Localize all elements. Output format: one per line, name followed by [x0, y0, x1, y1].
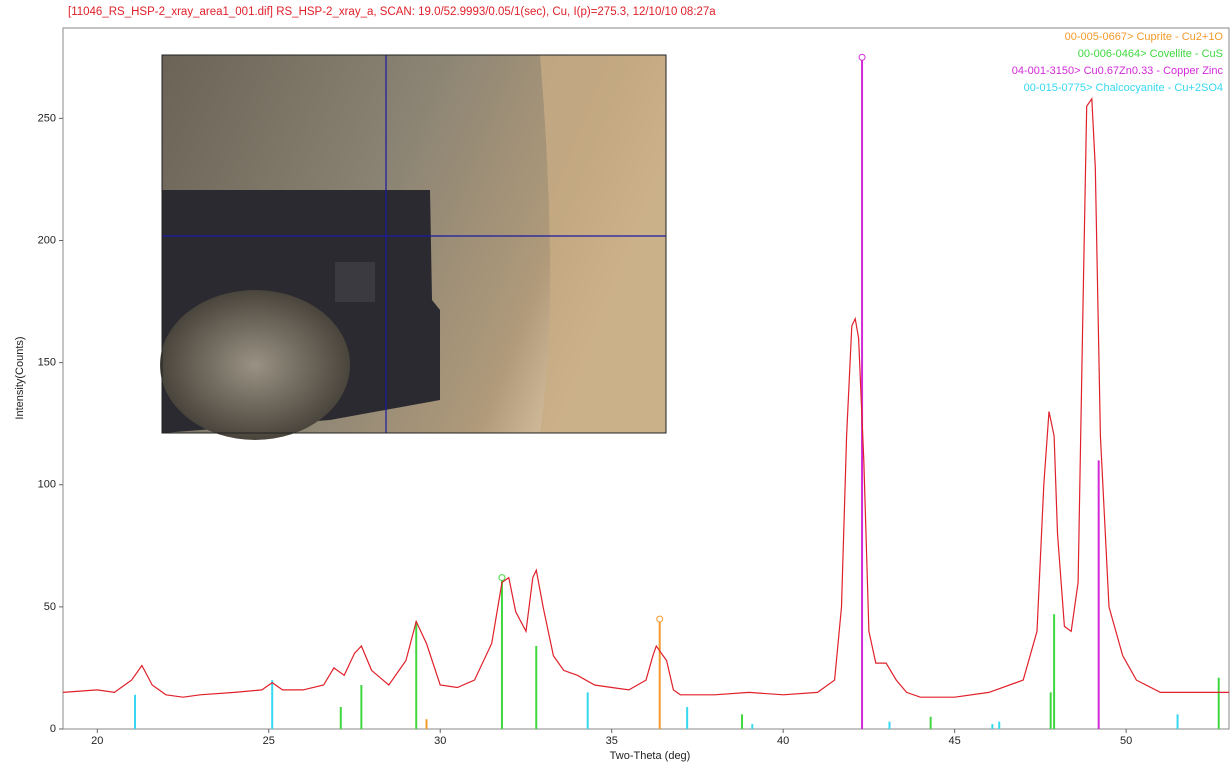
x-tick-label: 50 [1120, 735, 1132, 747]
x-tick-label: 20 [91, 735, 103, 747]
x-tick-label: 30 [434, 735, 446, 747]
x-tick-label: 25 [263, 735, 275, 747]
y-tick-label: 250 [38, 112, 56, 124]
y-tick-label: 200 [38, 234, 56, 246]
y-tick-label: 150 [38, 357, 56, 369]
legend-label: 00-006-0464> Covellite - CuS [1078, 48, 1223, 60]
legend-label: 00-015-0775> Chalcocyanite - Cu+2SO4 [1024, 82, 1223, 94]
chart-title: [11046_RS_HSP-2_xray_area1_001.dif] RS_H… [68, 6, 716, 18]
inset-photo [160, 54, 667, 440]
legend-label: 04-001-3150> Cu0.67Zn0.33 - Copper Zinc [1012, 65, 1224, 77]
x-tick-label: 35 [606, 735, 618, 747]
x-tick-label: 45 [949, 735, 961, 747]
y-tick-label: 100 [38, 479, 56, 491]
stick-marker [656, 615, 664, 623]
x-tick-label: 40 [777, 735, 789, 747]
y-axis-label: Intensity(Counts) [14, 336, 26, 419]
stick-marker [498, 574, 506, 582]
scan-line [62, 97, 1229, 698]
stick-marker [858, 53, 866, 61]
plot-frame [62, 27, 1230, 730]
y-tick-label: 0 [50, 723, 56, 735]
x-axis-label: Two-Theta (deg) [610, 750, 691, 762]
y-tick-label: 50 [44, 601, 56, 613]
legend-label: 00-005-0667> Cuprite - Cu2+1O [1065, 31, 1224, 43]
